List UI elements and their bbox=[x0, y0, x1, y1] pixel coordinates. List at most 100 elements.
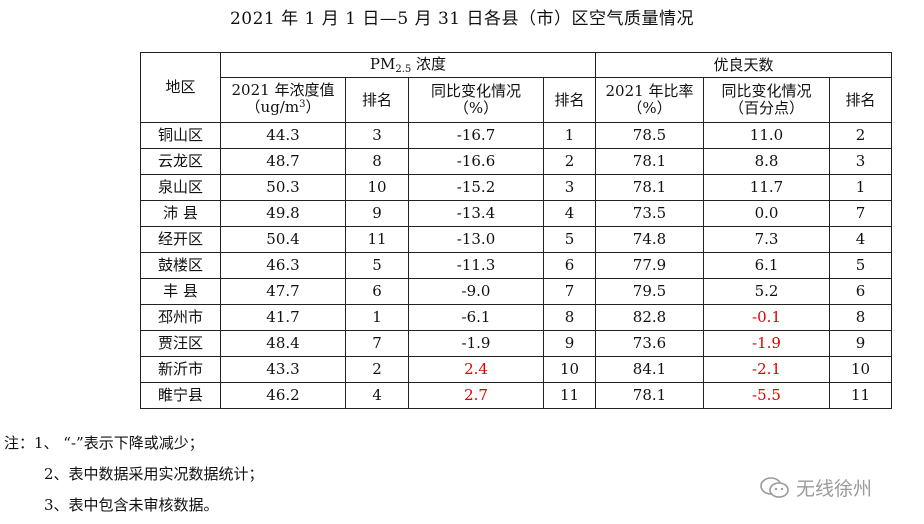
header-good-ratio: 2021 年比率 （%） bbox=[595, 77, 704, 123]
cell-pm: 49.8 bbox=[220, 200, 346, 227]
cell-pm-yoy: -16.7 bbox=[408, 122, 544, 149]
table-row: 邳州市 41.7 1 -6.1 8 82.8 -0.1 8 bbox=[140, 304, 892, 331]
cell-region: 经开区 bbox=[140, 226, 221, 253]
cell-pm-yoy: -13.0 bbox=[408, 226, 544, 253]
cell-good-yoy: 0.0 bbox=[703, 200, 830, 227]
cell-good-yoy: 8.8 bbox=[703, 148, 830, 175]
cell-region: 贾汪区 bbox=[140, 330, 221, 357]
cell-pm-yoy: -6.1 bbox=[408, 304, 544, 331]
cell-good-rank: 3 bbox=[829, 148, 892, 175]
cell-ratio: 77.9 bbox=[595, 252, 704, 279]
cell-good-rank: 6 bbox=[829, 278, 892, 305]
cell-pm: 43.3 bbox=[220, 356, 346, 383]
header-pm-yoy-rank: 排名 bbox=[543, 77, 596, 123]
table-row: 铜山区 44.3 3 -16.7 1 78.5 11.0 2 bbox=[140, 122, 892, 149]
notes: 注：1、 “-”表示下降或减少； 2、表中数据采用实况数据统计； 3、表中包含未… bbox=[4, 428, 264, 521]
header-row-columns: 2021 年浓度值 （ug/m3） 排名 同比变化情况 （%） 排名 2021 年比… bbox=[141, 77, 892, 123]
cell-pm-yoy-rank: 6 bbox=[543, 252, 596, 279]
cell-pm-yoy: 2.7 bbox=[408, 382, 544, 409]
cell-pm-rank: 11 bbox=[345, 226, 409, 253]
header-row-group: 地区 PM2.5 浓度 优良天数 bbox=[140, 52, 892, 123]
cell-pm-yoy: -1.9 bbox=[408, 330, 544, 357]
cell-pm-yoy-rank: 8 bbox=[543, 304, 596, 331]
cell-good-yoy: 6.1 bbox=[703, 252, 830, 279]
cell-region: 泉山区 bbox=[140, 174, 221, 201]
cell-ratio: 84.1 bbox=[595, 356, 704, 383]
table-row: 泉山区 50.3 10 -15.2 3 78.1 11.7 1 bbox=[140, 174, 892, 201]
cell-pm: 50.4 bbox=[220, 226, 346, 253]
cell-region: 鼓楼区 bbox=[140, 252, 221, 279]
header-region: 地区 bbox=[140, 52, 221, 123]
cell-ratio: 74.8 bbox=[595, 226, 704, 253]
cell-pm: 48.4 bbox=[220, 330, 346, 357]
watermark: 无线徐州 bbox=[760, 474, 872, 501]
cell-pm-yoy-rank: 7 bbox=[543, 278, 596, 305]
note-3: 3、表中包含未审核数据。 bbox=[44, 496, 219, 514]
cell-ratio: 78.1 bbox=[595, 148, 704, 175]
cell-pm-rank: 10 bbox=[345, 174, 409, 201]
cell-pm: 44.3 bbox=[220, 122, 346, 149]
cell-pm-rank: 5 bbox=[345, 252, 409, 279]
cell-ratio: 73.6 bbox=[595, 330, 704, 357]
cell-good-yoy: 5.2 bbox=[703, 278, 830, 305]
cell-good-rank: 11 bbox=[829, 382, 892, 409]
cell-region: 邳州市 bbox=[140, 304, 221, 331]
header-good-rank: 排名 bbox=[829, 77, 892, 123]
header-pm25-group: PM2.5 浓度 bbox=[220, 52, 596, 78]
cell-region: 沛 县 bbox=[140, 200, 221, 227]
header-pm-rank: 排名 bbox=[345, 77, 409, 123]
cell-pm-yoy-rank: 1 bbox=[543, 122, 596, 149]
cell-region: 睢宁县 bbox=[140, 382, 221, 409]
note-1: 注：1、 “-”表示下降或减少； bbox=[4, 434, 204, 452]
cell-good-yoy: 11.0 bbox=[703, 122, 830, 149]
cell-good-rank: 9 bbox=[829, 330, 892, 357]
cell-region: 新沂市 bbox=[140, 356, 221, 383]
table-row: 睢宁县 46.2 4 2.7 11 78.1 -5.5 11 bbox=[140, 382, 892, 409]
cell-good-yoy: -5.5 bbox=[703, 382, 830, 409]
cell-ratio: 78.1 bbox=[595, 382, 704, 409]
cell-pm-yoy: -9.0 bbox=[408, 278, 544, 305]
cell-good-rank: 5 bbox=[829, 252, 892, 279]
cell-ratio: 78.1 bbox=[595, 174, 704, 201]
table-row: 丰 县 47.7 6 -9.0 7 79.5 5.2 6 bbox=[140, 278, 892, 305]
table-row: 新沂市 43.3 2 2.4 10 84.1 -2.1 10 bbox=[140, 356, 892, 383]
cell-good-rank: 1 bbox=[829, 174, 892, 201]
cell-good-rank: 10 bbox=[829, 356, 892, 383]
cell-good-yoy: -2.1 bbox=[703, 356, 830, 383]
cell-pm-rank: 6 bbox=[345, 278, 409, 305]
cell-good-yoy: -1.9 bbox=[703, 330, 830, 357]
cell-pm: 47.7 bbox=[220, 278, 346, 305]
cell-ratio: 79.5 bbox=[595, 278, 704, 305]
page-title: 2021 年 1 月 1 日—5 月 31 日各县（市）区空气质量情况 bbox=[229, 9, 695, 29]
cell-pm-yoy: 2.4 bbox=[408, 356, 544, 383]
cell-pm-rank: 9 bbox=[345, 200, 409, 227]
header-good-yoy: 同比变化情况 （百分点） bbox=[703, 77, 830, 123]
cell-good-rank: 4 bbox=[829, 226, 892, 253]
cell-pm-yoy-rank: 9 bbox=[543, 330, 596, 357]
header-pm-yoy: 同比变化情况 （%） bbox=[408, 77, 544, 123]
cell-good-yoy: -0.1 bbox=[703, 304, 830, 331]
cell-pm-yoy-rank: 10 bbox=[543, 356, 596, 383]
table-row: 鼓楼区 46.3 5 -11.3 6 77.9 6.1 5 bbox=[140, 252, 892, 279]
cell-pm: 46.3 bbox=[220, 252, 346, 279]
header-pm-concentration: 2021 年浓度值 （ug/m3） bbox=[220, 77, 346, 123]
cell-good-rank: 2 bbox=[829, 122, 892, 149]
cell-pm-rank: 3 bbox=[345, 122, 409, 149]
cell-pm: 50.3 bbox=[220, 174, 346, 201]
cell-region: 丰 县 bbox=[140, 278, 221, 305]
cell-good-rank: 7 bbox=[829, 200, 892, 227]
cell-pm-yoy: -11.3 bbox=[408, 252, 544, 279]
cell-good-yoy: 11.7 bbox=[703, 174, 830, 201]
cell-pm-yoy: -16.6 bbox=[408, 148, 544, 175]
table-row: 云龙区 48.7 8 -16.6 2 78.1 8.8 3 bbox=[140, 148, 892, 175]
header-good-days-group: 优良天数 bbox=[595, 52, 892, 78]
cell-ratio: 82.8 bbox=[595, 304, 704, 331]
cell-pm-rank: 4 bbox=[345, 382, 409, 409]
air-quality-table: 地区 PM2.5 浓度 优良天数 2021 年浓度值 （ug/m3） 排名 同比变… bbox=[140, 52, 892, 409]
cell-pm-yoy-rank: 2 bbox=[543, 148, 596, 175]
cell-ratio: 73.5 bbox=[595, 200, 704, 227]
cell-region: 铜山区 bbox=[140, 122, 221, 149]
cell-pm-yoy-rank: 5 bbox=[543, 226, 596, 253]
wechat-icon bbox=[760, 476, 789, 498]
cell-pm-rank: 7 bbox=[345, 330, 409, 357]
